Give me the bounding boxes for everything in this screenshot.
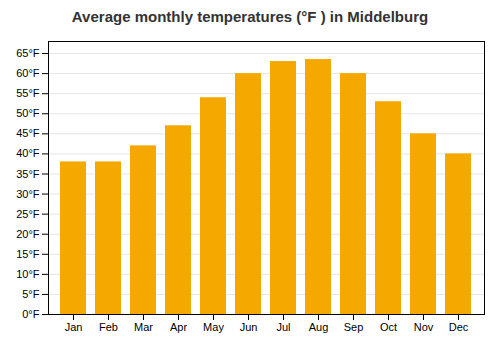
svg-text:Feb: Feb bbox=[99, 321, 118, 333]
svg-text:Jun: Jun bbox=[240, 321, 258, 333]
svg-text:Dec: Dec bbox=[449, 321, 469, 333]
svg-text:5°F: 5°F bbox=[22, 288, 40, 300]
svg-text:35°F: 35°F bbox=[16, 168, 40, 180]
svg-text:45°F: 45°F bbox=[16, 127, 40, 139]
svg-text:Jul: Jul bbox=[276, 321, 290, 333]
svg-text:Aug: Aug bbox=[309, 321, 329, 333]
svg-text:50°F: 50°F bbox=[16, 107, 40, 119]
svg-text:Apr: Apr bbox=[170, 321, 187, 333]
svg-text:40°F: 40°F bbox=[16, 147, 40, 159]
html-text:Average monthly temperatures (: Average monthly temperatures (°F ) in Mi… bbox=[71, 8, 429, 25]
svg-text:10°F: 10°F bbox=[16, 268, 40, 280]
svg-text:Mar: Mar bbox=[134, 321, 153, 333]
svg-text:May: May bbox=[203, 321, 224, 333]
svg-text:0°F: 0°F bbox=[22, 308, 40, 320]
svg-text:15°F: 15°F bbox=[16, 248, 40, 260]
svg-text:60°F: 60°F bbox=[16, 67, 40, 79]
svg-text:Sep: Sep bbox=[344, 321, 364, 333]
svg-text:Jan: Jan bbox=[65, 321, 83, 333]
svg-text:20°F: 20°F bbox=[16, 228, 40, 240]
svg-text:30°F: 30°F bbox=[16, 188, 40, 200]
svg-text:25°F: 25°F bbox=[16, 208, 40, 220]
svg-text:Oct: Oct bbox=[380, 321, 397, 333]
svg-text:Nov: Nov bbox=[414, 321, 434, 333]
svg-text:65°F: 65°F bbox=[16, 47, 40, 59]
svg-text:55°F: 55°F bbox=[16, 87, 40, 99]
